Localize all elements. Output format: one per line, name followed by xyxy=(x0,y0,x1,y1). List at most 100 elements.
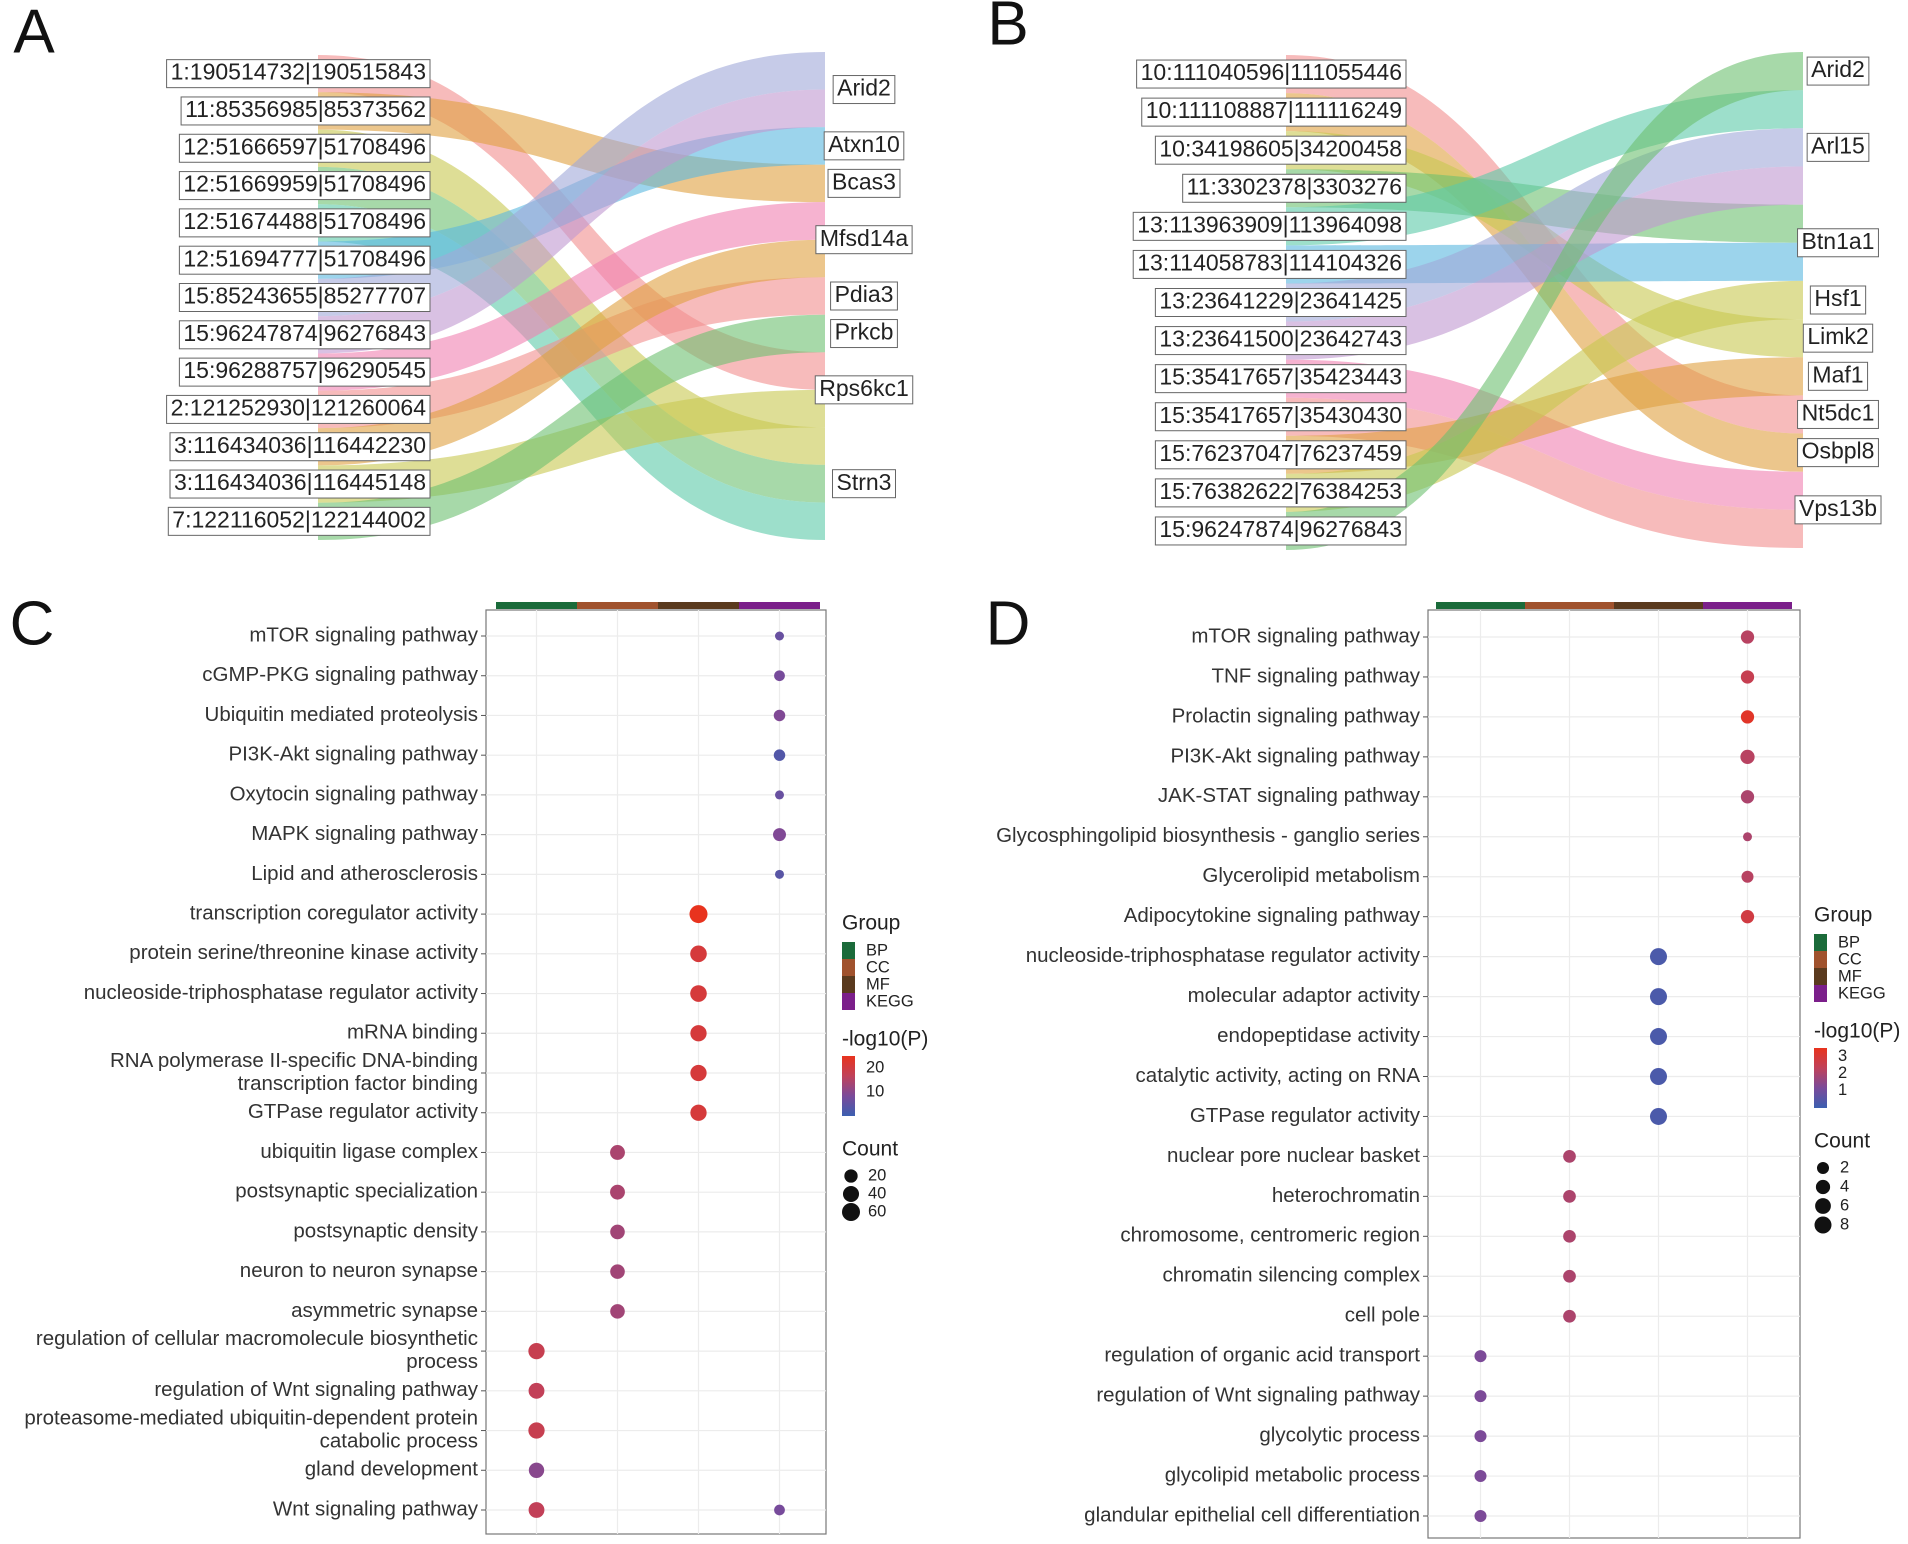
dotplot-panel-C: mTOR signaling pathway cGMP-PKG signaling… xyxy=(24,602,928,1535)
sankey-right-label-box xyxy=(823,131,905,161)
sankey-left-label: 12:51674488|51708496 xyxy=(183,208,426,234)
legend-color-title: -log10(P) xyxy=(1814,1020,1900,1043)
data-point xyxy=(1740,910,1755,924)
data-point xyxy=(610,1264,625,1279)
sankey-left-label-box xyxy=(178,171,431,201)
data-point xyxy=(1650,1107,1667,1125)
sankey-left-label: 11:3302378|3303276 xyxy=(1187,173,1402,199)
term-label: regulation of cellular macromolecule bio… xyxy=(36,1327,478,1350)
legend-group-label: KEGG xyxy=(866,992,914,1010)
term-label: JAK-STAT signaling pathway xyxy=(1158,784,1421,807)
sankey-left-label-box xyxy=(169,432,431,462)
group-bar-mf xyxy=(658,602,739,609)
legend-size-label: 60 xyxy=(868,1202,886,1220)
sankey-left-label-box xyxy=(1182,173,1407,203)
sankey-left-label-box xyxy=(178,245,431,275)
data-point xyxy=(775,631,784,641)
legend-group-swatch xyxy=(842,976,855,993)
data-point xyxy=(528,1462,545,1478)
term-label: MAPK signaling pathway xyxy=(251,822,479,845)
dotplot-panel-D: mTOR signaling pathway TNF signaling path… xyxy=(996,602,1900,1539)
sankey-right-label-box xyxy=(815,225,913,255)
sankey-right-label: Vps13b xyxy=(1799,495,1877,521)
sankey-left-label-box xyxy=(178,133,431,163)
term-label: mRNA binding xyxy=(347,1021,478,1044)
sankey-link xyxy=(318,52,825,317)
term-label: neuron to neuron synapse xyxy=(240,1259,478,1282)
data-point xyxy=(1563,1269,1576,1283)
sankey-left-label: 11:85356985|85373562 xyxy=(185,96,426,122)
term-label: PI3K-Akt signaling pathway xyxy=(228,743,478,766)
data-point xyxy=(1740,630,1755,644)
sankey-right-label: Bcas3 xyxy=(832,168,896,194)
sankey-link xyxy=(318,204,825,540)
sankey-left-label: 12:51666597|51708496 xyxy=(183,133,426,159)
term-label: postsynaptic density xyxy=(293,1219,478,1242)
sankey-left-label: 15:76237047|76237459 xyxy=(1159,440,1402,466)
term-label: Oxytocin signaling pathway xyxy=(230,782,479,805)
data-point xyxy=(1741,870,1754,883)
legend-group-label: CC xyxy=(866,958,890,976)
term-label: Prolactin signaling pathway xyxy=(1172,704,1421,727)
data-point xyxy=(1740,710,1755,724)
panel-letter-C: C xyxy=(10,589,55,658)
sankey-link xyxy=(1286,280,1803,512)
sankey-left-label-box xyxy=(1154,516,1407,546)
sankey-left-label: 15:96288757|96290545 xyxy=(183,357,426,383)
sankey-right-label: Nt5dc1 xyxy=(1802,400,1875,426)
data-point xyxy=(1740,790,1755,804)
sankey-left-label-box xyxy=(1132,211,1407,241)
legend-size-dot xyxy=(1814,1216,1832,1234)
legend-group-title: Group xyxy=(1814,904,1872,927)
data-point xyxy=(1563,1309,1576,1323)
sankey-left-label-box xyxy=(178,208,431,238)
term-label: regulation of Wnt signaling pathway xyxy=(1096,1384,1420,1407)
sankey-right-label: Rps6kc1 xyxy=(819,375,908,401)
sankey-right-label: Limk2 xyxy=(1807,323,1868,349)
data-point xyxy=(1650,1068,1667,1085)
sankey-left-label-box xyxy=(178,283,431,312)
sankey-left-label-box xyxy=(169,469,431,499)
sankey-left-label: 15:96247874|96276843 xyxy=(1159,516,1402,542)
group-bar-mf xyxy=(1614,602,1703,609)
sankey-link xyxy=(1286,128,1803,322)
term-label: catalytic activity, acting on RNA xyxy=(1136,1064,1421,1087)
legend-size-label: 40 xyxy=(868,1184,886,1202)
legend-color-title: -log10(P) xyxy=(842,1028,928,1051)
data-point xyxy=(610,1224,625,1240)
data-point xyxy=(690,1064,707,1082)
plot-frame xyxy=(485,609,827,1535)
legend-color-tick: 10 xyxy=(866,1082,884,1100)
term-label: transcription coregulator activity xyxy=(190,902,479,925)
sankey-left-label: 7:122116052|122144002 xyxy=(172,506,426,532)
data-point xyxy=(774,670,785,682)
sankey-right-label: Atxn10 xyxy=(828,131,900,157)
legend-size-title: Count xyxy=(842,1138,898,1161)
group-bar-bp xyxy=(496,602,577,609)
term-label: Wnt signaling pathway xyxy=(273,1497,479,1520)
sankey-left-label-box xyxy=(1154,402,1407,432)
group-bar-kegg xyxy=(1703,602,1792,609)
term-label: glandular epithelial cell differentiatio… xyxy=(1084,1503,1420,1526)
term-label: endopeptidase activity xyxy=(1217,1024,1421,1047)
legend-group-swatch xyxy=(1814,968,1827,985)
sankey-left-label-box xyxy=(166,59,431,89)
legend-size-label: 6 xyxy=(1840,1196,1849,1214)
sankey-left-label: 10:34198605|34200458 xyxy=(1159,135,1402,161)
term-label: Glycerolipid metabolism xyxy=(1202,864,1420,887)
sankey-left-label-box xyxy=(1154,478,1407,508)
sankey-right-label-box xyxy=(1809,285,1867,315)
sankey-right-label: Btn1a1 xyxy=(1802,228,1875,254)
sankey-left-label-box xyxy=(1154,440,1407,470)
panel-letter-B: B xyxy=(987,0,1028,58)
sankey-link xyxy=(318,202,825,391)
data-point xyxy=(528,1422,545,1439)
sankey-right-label: Pdia3 xyxy=(835,281,894,307)
legend-size-dot xyxy=(1815,1198,1831,1214)
sankey-left-label: 15:35417657|35423443 xyxy=(1159,364,1402,390)
legend-size-label: 2 xyxy=(1840,1158,1849,1176)
term-label: GTPase regulator activity xyxy=(1190,1104,1421,1127)
sankey-left-label-box xyxy=(166,394,431,424)
sankey-link xyxy=(318,389,825,503)
